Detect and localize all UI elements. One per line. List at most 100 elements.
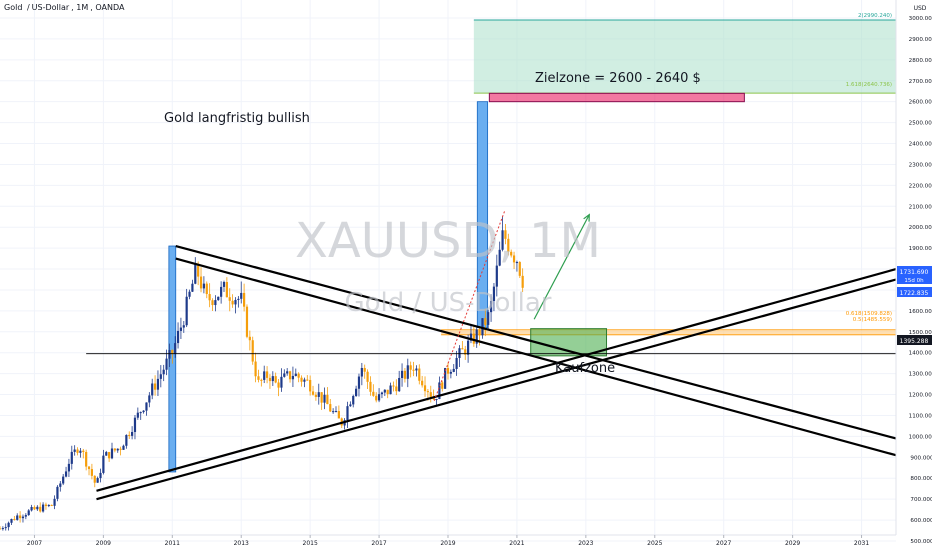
candle-body-147 <box>421 380 424 386</box>
candle-body-79 <box>225 281 228 298</box>
target-price-box <box>488 92 745 103</box>
candle-body-61 <box>174 343 177 354</box>
candle-body-87 <box>248 336 251 341</box>
candle-body-117 <box>334 411 338 413</box>
y-tick-label: 600.000 <box>910 518 932 524</box>
candle-body-26 <box>73 449 76 452</box>
candle-body-44 <box>125 434 128 446</box>
candle-body-4 <box>10 518 13 523</box>
candle-body-23 <box>64 471 68 477</box>
candle-body-144 <box>412 369 415 371</box>
candle-body-33 <box>93 475 96 483</box>
candle-body-163 <box>467 340 470 355</box>
candle-body-169 <box>484 318 487 325</box>
candle-body-60 <box>171 350 174 354</box>
candle-body-16 <box>44 504 48 507</box>
current-price-badge <box>897 266 932 284</box>
x-tick-label: 2013 <box>234 540 249 547</box>
candle-body-71 <box>202 283 205 289</box>
buy-annotation: Kaufzone <box>555 361 615 376</box>
candle-body-107 <box>306 379 309 381</box>
candle-body-123 <box>352 395 355 405</box>
candle-body-17 <box>47 504 50 507</box>
y-tick-label: 900.000 <box>910 455 932 461</box>
candle-body-131 <box>375 395 378 401</box>
candle-body-158 <box>452 368 455 372</box>
candle-body-52 <box>148 395 151 403</box>
fib-labels: 2(2990.240) 1.618(2640.736) 0.618(1509.8… <box>846 13 892 323</box>
candle-body-162 <box>464 349 467 355</box>
y-tick-label: 2900.000 <box>909 37 932 43</box>
candle-body-133 <box>380 392 384 395</box>
candle-body-90 <box>257 376 260 380</box>
broker-label: OANDA <box>95 3 125 12</box>
candle-body-76 <box>217 296 220 301</box>
candle-body-171 <box>489 300 493 313</box>
fib-label-0618: 0.618(1509.828) <box>846 311 892 317</box>
candle-body-177 <box>507 238 510 252</box>
candle-body-136 <box>389 385 392 395</box>
second-price-badge <box>897 287 932 297</box>
y-tick-label: 1300.000 <box>909 372 932 378</box>
candle-body-176 <box>504 230 507 239</box>
candle-body-156 <box>446 368 450 374</box>
candle-body-62 <box>176 330 180 344</box>
fib-label-05: 0.5(1485.559) <box>853 317 892 323</box>
candle-body-181 <box>518 262 521 276</box>
candle-body-109 <box>311 391 315 395</box>
y-tick-label: 1000.000 <box>909 434 932 440</box>
candle-body-58 <box>165 358 168 370</box>
projection-arrow-line <box>533 214 590 320</box>
candle-body-47 <box>133 417 137 432</box>
candle-body-93 <box>265 371 269 378</box>
candle-body-146 <box>418 368 421 381</box>
candle-body-135 <box>386 389 389 395</box>
candle-body-56 <box>159 374 162 379</box>
x-tick-label: 2009 <box>96 540 111 547</box>
watermark-name: Gold / US-Dollar <box>345 288 552 318</box>
candle-body-112 <box>320 392 323 403</box>
candle-body-110 <box>314 394 317 397</box>
candle-body-15 <box>41 504 45 512</box>
y-tick-label: 2200.000 <box>909 183 932 189</box>
candle-body-30 <box>85 451 88 467</box>
candle-body-134 <box>383 389 386 393</box>
candle-body-89 <box>254 361 257 377</box>
candle-body-69 <box>197 263 200 277</box>
candle-body-85 <box>243 292 246 307</box>
candle-body-10 <box>27 510 30 516</box>
candle-body-42 <box>119 448 122 450</box>
target-zone <box>473 20 896 94</box>
candle-body-91 <box>260 379 263 381</box>
candle-body-126 <box>360 367 363 377</box>
candle-body-160 <box>458 348 461 358</box>
candle-body-19 <box>53 498 56 506</box>
candle-body-121 <box>346 406 349 421</box>
x-tick-label: 2017 <box>371 540 386 547</box>
bullish-annotation: Gold langfristig bullish <box>164 111 310 126</box>
candle-body-8 <box>21 516 25 519</box>
trendline-0 <box>96 267 897 492</box>
candle-body-106 <box>303 379 306 382</box>
candle-body-88 <box>251 340 254 362</box>
candle-body-82 <box>234 299 237 305</box>
candle-body-97 <box>277 382 280 388</box>
candle-body-113 <box>323 394 326 403</box>
y-tick-label: 800.000 <box>910 476 932 482</box>
candle-body-149 <box>426 391 429 393</box>
countdown-label: 15d 0h <box>904 278 924 284</box>
candle-body-49 <box>139 412 142 414</box>
candle-body-155 <box>444 368 447 389</box>
candle-body-5 <box>13 518 16 520</box>
candle-body-164 <box>469 333 473 341</box>
candle-body-39 <box>110 448 114 459</box>
candle-body-99 <box>283 373 286 377</box>
candle-body-154 <box>441 382 444 389</box>
candle-body-57 <box>162 369 165 375</box>
hline-price-label: 1395.288 <box>900 338 929 345</box>
candle-body-81 <box>231 300 234 305</box>
hline-price-badge <box>897 335 932 345</box>
time-axis[interactable]: 2007 2009 2011 2013 2015 2017 2019 2021 2023 2025… <box>0 534 896 547</box>
candle-body-122 <box>349 404 352 407</box>
